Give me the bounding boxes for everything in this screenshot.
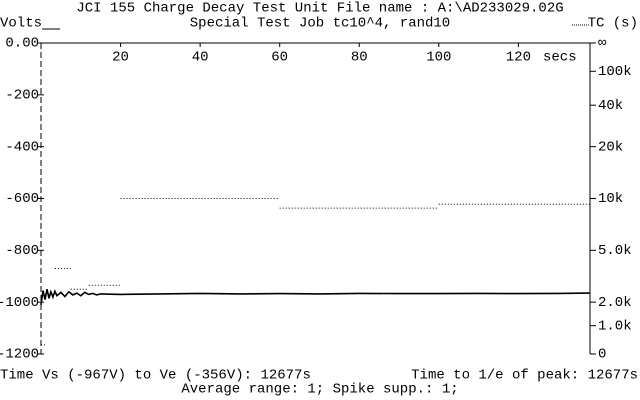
y2-tick-label: 100k <box>598 64 632 80</box>
x-tick-label: 40 <box>192 50 209 66</box>
y2-tick-label: 5.0k <box>598 243 632 259</box>
footer-left: Time Vs (-967V) to Ve (-356V): 12677s <box>0 368 311 384</box>
y-tick-label: 0.00 <box>5 36 39 52</box>
y-tick-label: -1200 <box>0 347 39 363</box>
y2-tick-label: 20k <box>598 139 623 155</box>
y-tick-label: -200 <box>5 88 39 104</box>
series-line <box>41 198 590 346</box>
y-tick-label: -400 <box>5 139 39 155</box>
footer-center: Average range: 1; Spike supp.: 1; <box>181 382 458 398</box>
chart-title: JCI 155 Charge Decay Test Unit File name… <box>76 1 563 17</box>
y-tick-label: -600 <box>5 191 39 207</box>
chart-subtitle: Special Test Job tc10^4, rand10 <box>190 16 450 32</box>
y2-tick-label: 10k <box>598 191 623 207</box>
y2-tick-label: 2.0k <box>598 295 632 311</box>
y2-axis-label: TC (s) <box>588 16 638 32</box>
y2-tick-label: 1.0k <box>598 318 632 334</box>
x-tick-label: 80 <box>351 50 368 66</box>
y2-tick-label: ∞ <box>598 36 607 52</box>
y2-tick-label: 0 <box>598 347 606 363</box>
y2-tick-label: 40k <box>598 98 623 114</box>
y-axis-label: Volts <box>0 16 42 32</box>
x-tick-label: 100 <box>426 50 451 66</box>
series-line <box>40 289 591 305</box>
x-tick-label: 20 <box>112 50 129 66</box>
x-tick-label: 60 <box>271 50 288 66</box>
x-tick-label: 120 <box>506 50 531 66</box>
y-tick-label: -1000 <box>0 295 39 311</box>
x-axis-label: secs <box>543 50 577 66</box>
y-tick-label: -800 <box>5 243 39 259</box>
footer-right: Time to 1/e of peak: 12677s <box>411 368 638 384</box>
